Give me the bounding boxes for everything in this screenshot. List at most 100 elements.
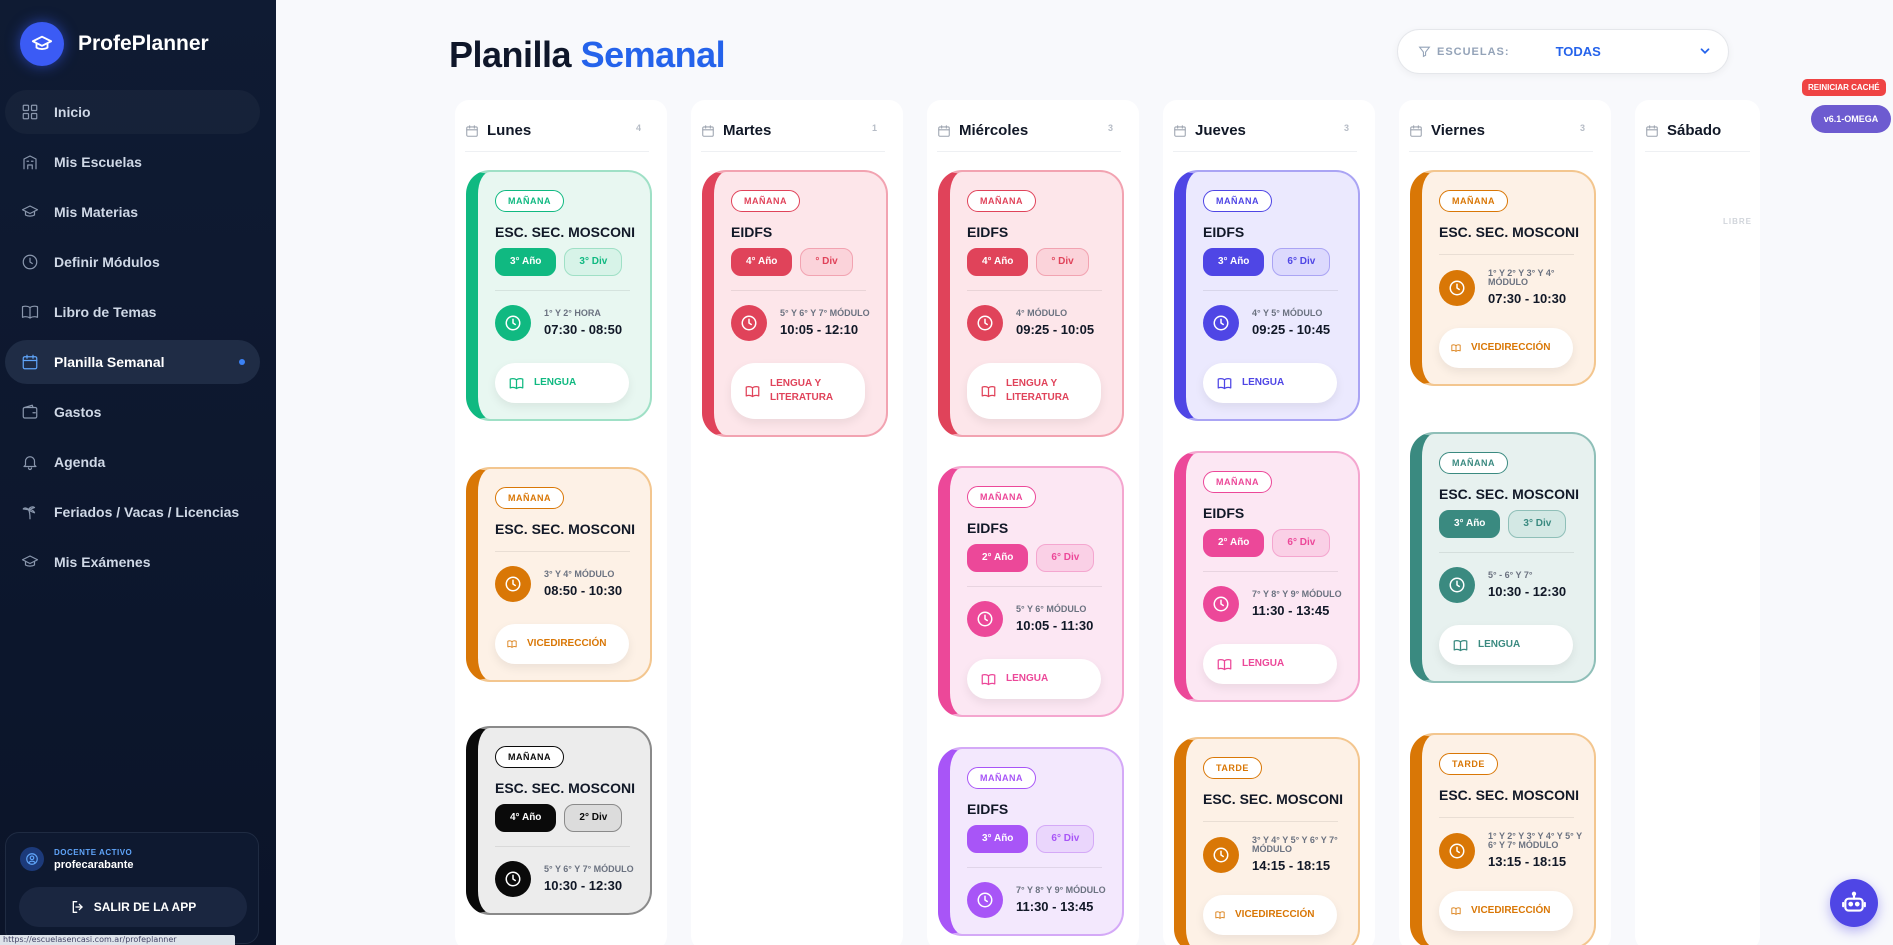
divider bbox=[495, 846, 630, 847]
subject-button[interactable]: VICEDIRECCIÓN bbox=[1439, 328, 1573, 368]
shift-badge: MAÑANA bbox=[967, 190, 1036, 212]
shift-badge: MAÑANA bbox=[1203, 190, 1272, 212]
time-range: 11:30 - 13:45 bbox=[1252, 603, 1330, 618]
class-card[interactable]: MAÑANA EIDFS 2° Año 6° Div 5° Y 6° MÓDULO 10:… bbox=[938, 466, 1124, 717]
sidebar-item-label: Definir Módulos bbox=[54, 254, 160, 270]
subject-button[interactable]: LENGUA bbox=[495, 363, 629, 403]
subject-name: LENGUA bbox=[534, 377, 577, 388]
time-range: 14:15 - 18:15 bbox=[1252, 858, 1331, 873]
school-name: EIDFS bbox=[1203, 505, 1245, 521]
time-info: 5° Y 6° Y 7° MÓDULO 10:05 - 12:10 bbox=[780, 309, 875, 338]
brand[interactable]: ProfePlanner bbox=[20, 22, 209, 66]
sidebar-item-label: Mis Exámenes bbox=[54, 554, 151, 570]
class-card[interactable]: MAÑANA ESC. SEC. MOSCONI 1° Y 2° Y 3° Y 4°… bbox=[1410, 170, 1596, 386]
graduation-cap-icon bbox=[20, 202, 40, 222]
divider bbox=[967, 290, 1102, 291]
class-card[interactable]: MAÑANA ESC. SEC. MOSCONI 3° Año 3° Div 5° - … bbox=[1410, 432, 1596, 683]
assistant-bot-button[interactable] bbox=[1830, 879, 1878, 927]
division-tag: 2° Div bbox=[564, 804, 623, 832]
class-card[interactable]: MAÑANA ESC. SEC. MOSCONI 4° Año 2° Div 5° Y … bbox=[466, 726, 652, 915]
sidebar-item-definir-modulos[interactable]: Definir Módulos bbox=[5, 240, 260, 284]
class-card[interactable]: MAÑANA ESC. SEC. MOSCONI 3° Y 4° MÓDULO 08:… bbox=[466, 467, 652, 682]
sidebar-item-agenda[interactable]: Agenda bbox=[5, 440, 260, 484]
day-header: Viernes 3 bbox=[1409, 110, 1593, 152]
course-tags: 4° Año ° Div bbox=[731, 248, 886, 276]
subject-button[interactable]: LENGUA bbox=[967, 659, 1101, 699]
sidebar-item-mis-examenes[interactable]: Mis Exámenes bbox=[5, 540, 260, 584]
day-count-badge: 3 bbox=[1343, 123, 1349, 133]
sidebar-item-inicio[interactable]: Inicio bbox=[5, 90, 260, 134]
day-count-badge: 4 bbox=[635, 123, 641, 133]
building-icon bbox=[20, 152, 40, 172]
palm-tree-icon bbox=[20, 502, 40, 522]
sidebar-item-label: Mis Escuelas bbox=[54, 154, 142, 170]
time-info: 5° Y 6° Y 7° MÓDULO 10:30 - 12:30 bbox=[544, 865, 639, 894]
time-info: 3° Y 4° Y 5° Y 6° Y 7° MÓDULO 14:15 - 18:… bbox=[1252, 836, 1347, 874]
sidebar-item-gastos[interactable]: Gastos bbox=[5, 390, 260, 434]
time-row: 5° Y 6° Y 7° MÓDULO 10:05 - 12:10 bbox=[731, 305, 886, 341]
day-name: Lunes bbox=[487, 122, 532, 139]
subject-button[interactable]: LENGUA bbox=[1203, 363, 1337, 403]
bell-icon bbox=[20, 452, 40, 472]
book-icon bbox=[509, 376, 524, 391]
day-name: Martes bbox=[723, 122, 772, 139]
logout-button[interactable]: SALIR DE LA APP bbox=[19, 887, 247, 927]
class-card[interactable]: MAÑANA EIDFS 4° Año ° Div 4° MÓDULO 09:25 - 1… bbox=[938, 170, 1124, 437]
graduation-cap-logo-icon bbox=[20, 22, 64, 66]
time-range: 10:30 - 12:30 bbox=[544, 878, 623, 893]
time-row: 1° Y 2° Y 3° Y 4° Y 5° Y 6° Y 7° MÓDULO 1… bbox=[1439, 832, 1594, 869]
year-tag: 2° Año bbox=[1203, 529, 1265, 557]
time-range: 10:05 - 12:10 bbox=[780, 322, 859, 337]
school-name: EIDFS bbox=[731, 224, 773, 240]
class-card[interactable]: MAÑANA ESC. SEC. MOSCONI 3° Año 3° Div 1° Y … bbox=[466, 170, 652, 421]
school-name: ESC. SEC. MOSCONI bbox=[495, 780, 636, 796]
divider bbox=[1203, 821, 1338, 822]
class-card[interactable]: TARDE ESC. SEC. MOSCONI 3° Y 4° Y 5° Y 6° … bbox=[1174, 737, 1360, 945]
reset-cache-button[interactable]: REINICIAR CACHÉ bbox=[1802, 79, 1886, 96]
time-info: 7° Y 8° Y 9° MÓDULO 11:30 - 13:45 bbox=[1252, 590, 1347, 619]
subject-button[interactable]: LENGUA bbox=[1439, 625, 1573, 665]
class-card[interactable]: MAÑANA EIDFS 3° Año 6° Div 4° Y 5° MÓDULO 09:… bbox=[1174, 170, 1360, 421]
shift-badge: MAÑANA bbox=[495, 487, 564, 509]
divider bbox=[495, 290, 630, 291]
subject-button[interactable]: LENGUA Y LITERATURA bbox=[731, 363, 865, 419]
class-card[interactable]: TARDE ESC. SEC. MOSCONI 1° Y 2° Y 3° Y 4° … bbox=[1410, 733, 1596, 945]
day-count-badge: 3 bbox=[1579, 123, 1585, 133]
subject-name: VICEDIRECCIÓN bbox=[1471, 342, 1551, 353]
sidebar-item-mis-escuelas[interactable]: Mis Escuelas bbox=[5, 140, 260, 184]
class-card[interactable]: MAÑANA EIDFS 4° Año ° Div 5° Y 6° Y 7° MÓDUL… bbox=[702, 170, 888, 437]
subject-button[interactable]: LENGUA Y LITERATURA bbox=[967, 363, 1101, 419]
day-count-badge: 1 bbox=[871, 123, 877, 133]
sidebar-item-label: Mis Materias bbox=[54, 204, 139, 220]
sidebar-nav: Inicio Mis Escuelas Mis Materias Definir Mó… bbox=[5, 90, 260, 590]
logout-icon bbox=[70, 899, 86, 915]
class-card[interactable]: MAÑANA EIDFS 3° Año 6° Div 7° Y 8° Y 9° MÓDU… bbox=[938, 747, 1124, 936]
time-row: 4° MÓDULO 09:25 - 10:05 bbox=[967, 305, 1122, 341]
clock-icon bbox=[495, 566, 531, 602]
school-name: EIDFS bbox=[967, 520, 1009, 536]
subject-button[interactable]: VICEDIRECCIÓN bbox=[1203, 895, 1337, 935]
class-card[interactable]: MAÑANA EIDFS 2° Año 6° Div 7° Y 8° Y 9° MÓDU… bbox=[1174, 451, 1360, 702]
user-panel: DOCENTE ACTIVO profecarabante SALIR DE L… bbox=[5, 832, 259, 944]
shift-badge: MAÑANA bbox=[1439, 452, 1508, 474]
sidebar-item-mis-materias[interactable]: Mis Materias bbox=[5, 190, 260, 234]
sidebar-item-feriados-vacas-licencias[interactable]: Feriados / Vacas / Licencias bbox=[5, 490, 260, 534]
school-name: ESC. SEC. MOSCONI bbox=[1439, 787, 1580, 803]
clock-icon bbox=[495, 305, 531, 341]
school-filter-select[interactable]: ESCUELAS: TODAS bbox=[1397, 29, 1729, 74]
time-info: 5° Y 6° MÓDULO 10:05 - 11:30 bbox=[1016, 605, 1111, 634]
subject-button[interactable]: VICEDIRECCIÓN bbox=[495, 624, 629, 664]
sidebar-item-libro-de-temas[interactable]: Libro de Temas bbox=[5, 290, 260, 334]
page-title: Planilla Semanal bbox=[449, 34, 726, 76]
sidebar-item-planilla-semanal[interactable]: Planilla Semanal bbox=[5, 340, 260, 384]
subject-button[interactable]: VICEDIRECCIÓN bbox=[1439, 891, 1573, 931]
divider bbox=[731, 290, 866, 291]
course-tags: 2° Año 6° Div bbox=[967, 544, 1122, 572]
day-header: Sábado bbox=[1645, 110, 1750, 152]
active-indicator-dot bbox=[239, 359, 245, 365]
day-header: Jueves 3 bbox=[1173, 110, 1357, 152]
division-tag: 6° Div bbox=[1272, 248, 1331, 276]
robot-icon bbox=[1841, 890, 1867, 916]
time-info: 4° MÓDULO 09:25 - 10:05 bbox=[1016, 309, 1111, 338]
subject-button[interactable]: LENGUA bbox=[1203, 644, 1337, 684]
